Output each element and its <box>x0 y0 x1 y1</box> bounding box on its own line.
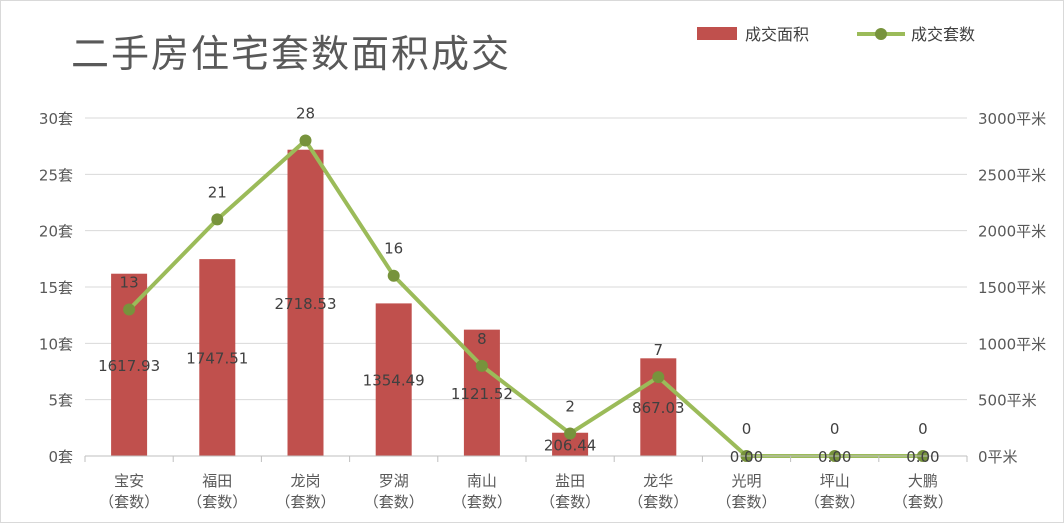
bar-data-label: 1617.93 <box>98 357 160 375</box>
line-series <box>123 134 929 462</box>
line-data-label: 16 <box>384 240 403 258</box>
line-point <box>123 303 136 316</box>
bar <box>375 303 412 456</box>
bar-data-label: 0.00 <box>818 448 851 466</box>
bar <box>552 432 589 456</box>
x-tick-label: 盐田（套数） <box>540 472 600 511</box>
line-data-label: 28 <box>296 105 315 123</box>
line-point <box>387 269 400 282</box>
y-right-tick-label: 1000平米 <box>978 335 1046 353</box>
bar-series <box>111 149 677 456</box>
legend-label: 成交面积 <box>745 25 809 44</box>
bar-data-label: 1121.52 <box>451 385 513 403</box>
y-right-tick-label: 500平米 <box>978 392 1037 410</box>
y-right-tick-label: 1500平米 <box>978 279 1046 297</box>
y-left-tick-label: 15套 <box>39 279 73 297</box>
line-data-label: 8 <box>477 330 487 348</box>
x-tick-label: 罗湖（套数） <box>364 472 424 511</box>
data-labels: 1617.93 1747.51 2718.53 1354.49 1121.52 206.4… <box>98 105 940 466</box>
line-point <box>652 371 665 384</box>
y-left-tick-label: 30套 <box>39 110 73 128</box>
line-data-label: 0 <box>830 420 840 438</box>
line-data-label: 7 <box>654 341 664 359</box>
y-left-tick-label: 0套 <box>48 448 73 466</box>
x-tick-label: 南山（套数） <box>452 472 512 511</box>
x-tick-label: 坪山（套数） <box>805 472 865 511</box>
bar <box>463 329 500 456</box>
line-data-label: 21 <box>208 183 227 201</box>
line-point <box>564 427 577 440</box>
line-data-label: 2 <box>565 397 575 415</box>
y-left-tick-label: 20套 <box>39 223 73 241</box>
line-point <box>475 359 488 372</box>
bar <box>199 259 236 456</box>
chart-title: 二手房住宅套数面积成交 <box>71 32 512 76</box>
line-data-label: 13 <box>120 274 139 292</box>
x-tick-label: 光明（套数） <box>716 472 776 511</box>
line-data-label: 0 <box>742 420 752 438</box>
bar-data-label: 0.00 <box>730 448 763 466</box>
x-tick-label: 龙岗（套数） <box>275 472 335 511</box>
x-tick-label: 大鹏（套数） <box>893 472 953 511</box>
bar-data-label: 867.03 <box>632 399 685 417</box>
line-point <box>211 213 224 226</box>
y-right-tick-label: 3000平米 <box>978 110 1046 128</box>
bar-data-label: 1354.49 <box>363 372 425 390</box>
series-line <box>127 138 923 458</box>
legend: 成交面积 成交套数 <box>697 25 975 44</box>
y-right-tick-label: 2500平米 <box>978 166 1046 184</box>
line-point <box>299 134 312 147</box>
bar-data-label: 2718.53 <box>274 295 336 313</box>
y-left-tick-label: 5套 <box>48 392 73 410</box>
axes: 0套 5套 10套 15套 20套 25套 30套 0平米 500平米 1000平米 1500平米 2… <box>39 110 1046 511</box>
bar <box>287 149 324 456</box>
y-left-tick-label: 25套 <box>39 166 73 184</box>
y-left-tick-label: 10套 <box>39 335 73 353</box>
legend-swatch-marker <box>875 28 887 40</box>
bar-data-label: 206.44 <box>544 436 597 454</box>
y-right-tick-label: 2000平米 <box>978 223 1046 241</box>
y-right-tick-label: 0平米 <box>978 448 1018 466</box>
bar-data-label: 0.00 <box>906 448 939 466</box>
legend-label: 成交套数 <box>911 25 975 44</box>
x-tick-label: 宝安（套数） <box>99 472 159 511</box>
x-tick-label: 福田（套数） <box>187 472 247 511</box>
legend-swatch-bar <box>697 27 737 40</box>
x-tick-label: 龙华（套数） <box>628 472 688 511</box>
bar-data-label: 1747.51 <box>186 350 248 368</box>
line-data-label: 0 <box>918 420 928 438</box>
